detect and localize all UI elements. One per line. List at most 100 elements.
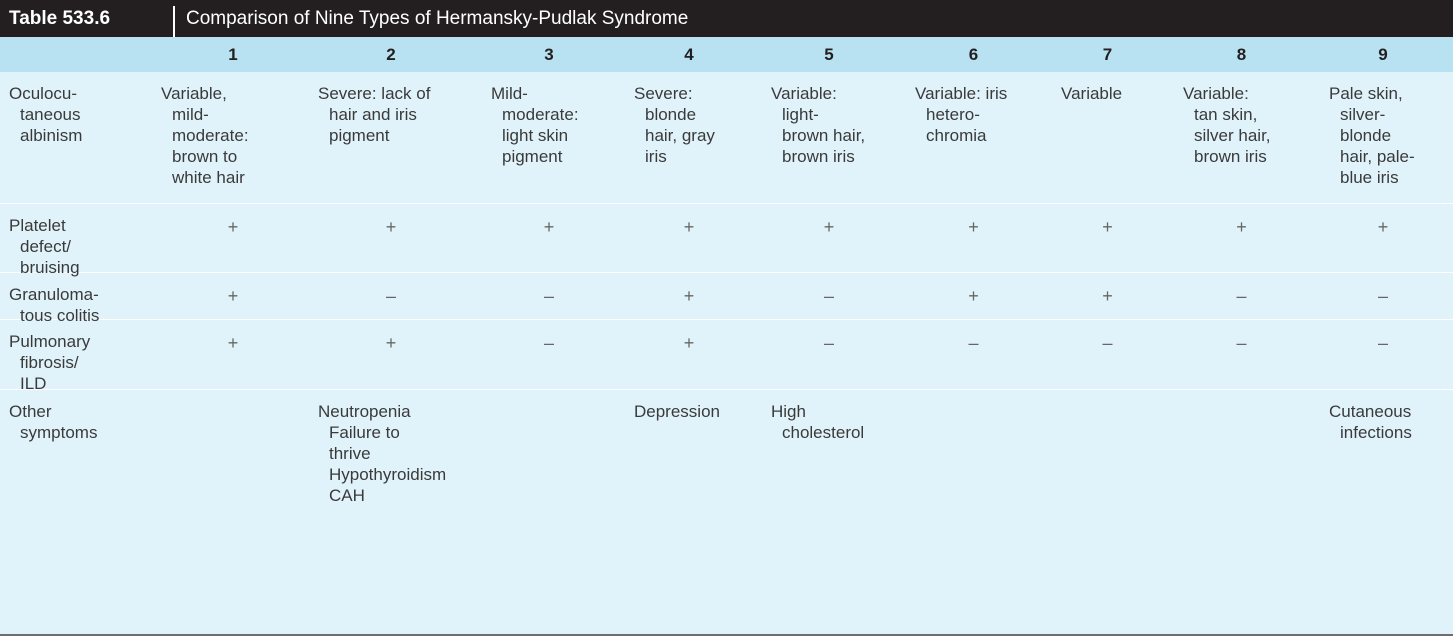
table-cell: Pale skin, silver-blonde hair, pale-blue i… [1329, 83, 1449, 188]
cell-line: cholesterol [782, 423, 865, 442]
row-divider [0, 203, 1453, 204]
minus-sign: – [479, 333, 619, 354]
table-cell: Mild-moderate: light skin pigment [491, 83, 619, 167]
header-divider [173, 6, 175, 37]
table-cell: Variable: light-brown hair, brown iris [771, 83, 899, 167]
cell-line: chromia [926, 126, 987, 145]
cell-line: silver- [1340, 105, 1386, 124]
cell-line: brown hair, [782, 126, 866, 145]
cell-line: – [1102, 333, 1113, 353]
cell-line: CAH [329, 486, 365, 505]
plus-sign: + [903, 217, 1044, 238]
cell-line: hair, pale- [1340, 147, 1415, 166]
cell-line: Pulmonary [9, 332, 91, 351]
cell-line: defect/ [20, 237, 72, 256]
minus-sign: – [759, 333, 899, 354]
cell-line: Oculocu- [9, 84, 78, 103]
row-header: Pulmonary fibrosis/ILD [9, 331, 139, 394]
cell-line: Other [9, 402, 52, 421]
table-cell: Cutaneous infections [1329, 401, 1449, 443]
table-cell: Variable: tan skin, silver hair, brown iris [1183, 83, 1312, 167]
column-header-row: 1 2 3 4 5 6 7 8 9 [0, 37, 1453, 72]
table-cell: High cholesterol [771, 401, 899, 443]
cell-line: Pale skin, [1329, 84, 1403, 103]
cell-line: + [683, 286, 695, 306]
table-cell: Variable [1061, 83, 1166, 104]
minus-sign: – [1049, 333, 1166, 354]
cell-line: hetero- [926, 105, 980, 124]
table-cell: Neutropenia Failure to thrive Hypothyroidis… [318, 401, 476, 506]
cell-line: brown iris [782, 147, 855, 166]
cell-line: + [543, 217, 555, 237]
column-header-4: 4 [684, 45, 694, 64]
column-header-9: 9 [1378, 45, 1388, 64]
column-header-5: 5 [824, 45, 834, 64]
cell-line: brown to [172, 147, 238, 166]
plus-sign: + [903, 286, 1044, 307]
cell-line: silver hair, [1194, 126, 1271, 145]
row-header: Oculocu-taneous albinism [9, 83, 139, 146]
table-title: Comparison of Nine Types of Hermansky-Pu… [186, 8, 689, 29]
plus-sign: + [622, 286, 756, 307]
plus-sign: + [1049, 286, 1166, 307]
cell-line: – [1377, 286, 1388, 306]
cell-line: + [968, 286, 979, 306]
cell-line: Variable: iris [915, 84, 1008, 103]
cell-line: light- [782, 105, 819, 124]
cell-line: – [823, 286, 834, 306]
cell-line: symptoms [20, 423, 98, 442]
column-header-3: 3 [544, 45, 554, 64]
cell-line: – [823, 333, 834, 353]
cell-line: Mild- [491, 84, 528, 103]
cell-line: Severe: lack of [318, 84, 431, 103]
column-header-2: 2 [386, 45, 396, 64]
minus-sign: – [479, 286, 619, 307]
cell-line: + [1102, 217, 1113, 237]
cell-line: taneous [20, 105, 81, 124]
plus-sign: + [306, 217, 476, 238]
plus-sign: + [160, 217, 306, 238]
cell-line: white hair [172, 168, 245, 187]
cell-line: Platelet [9, 216, 66, 235]
cell-line: Neutropenia [318, 402, 411, 421]
cell-line: – [543, 333, 554, 353]
column-header-7: 7 [1102, 45, 1113, 64]
plus-sign: + [160, 333, 306, 354]
row-divider [0, 389, 1453, 390]
cell-line: Variable: [1183, 84, 1249, 103]
plus-sign: + [479, 217, 619, 238]
cell-line: + [385, 217, 397, 237]
cell-line: pigment [329, 126, 390, 145]
cell-line: Granuloma- [9, 285, 99, 304]
row-divider [0, 319, 1453, 320]
minus-sign: – [306, 286, 476, 307]
cell-line: ILD [20, 374, 47, 393]
cell-line: infections [1340, 423, 1412, 442]
cell-line: mild- [172, 105, 209, 124]
cell-line: light skin [502, 126, 569, 145]
cell-line: blonde [1340, 126, 1392, 145]
cell-line: + [227, 217, 239, 237]
cell-line: hair and iris [329, 105, 417, 124]
column-header-6: 6 [968, 45, 979, 64]
minus-sign: – [903, 333, 1044, 354]
row-header: Platelet defect/bruising [9, 215, 139, 278]
cell-line: Variable, [161, 84, 227, 103]
table-number: Table 533.6 [9, 8, 111, 29]
plus-sign: + [306, 333, 476, 354]
cell-line: tan skin, [1194, 105, 1258, 124]
table-cell: Severe: lack of hair and iris pigment [318, 83, 476, 146]
cell-line: albinism [20, 126, 83, 145]
cell-line: + [227, 286, 239, 306]
minus-sign: – [1317, 333, 1449, 354]
cell-line: Variable: [771, 84, 837, 103]
cell-line: Cutaneous [1329, 402, 1412, 421]
cell-line: – [1236, 333, 1247, 353]
minus-sign: – [1317, 286, 1449, 307]
cell-line: – [385, 286, 396, 306]
table-cell: Variable: iris hetero-chromia [915, 83, 1044, 146]
minus-sign: – [759, 286, 899, 307]
cell-line: + [1377, 217, 1389, 237]
cell-line: pigment [502, 147, 563, 166]
